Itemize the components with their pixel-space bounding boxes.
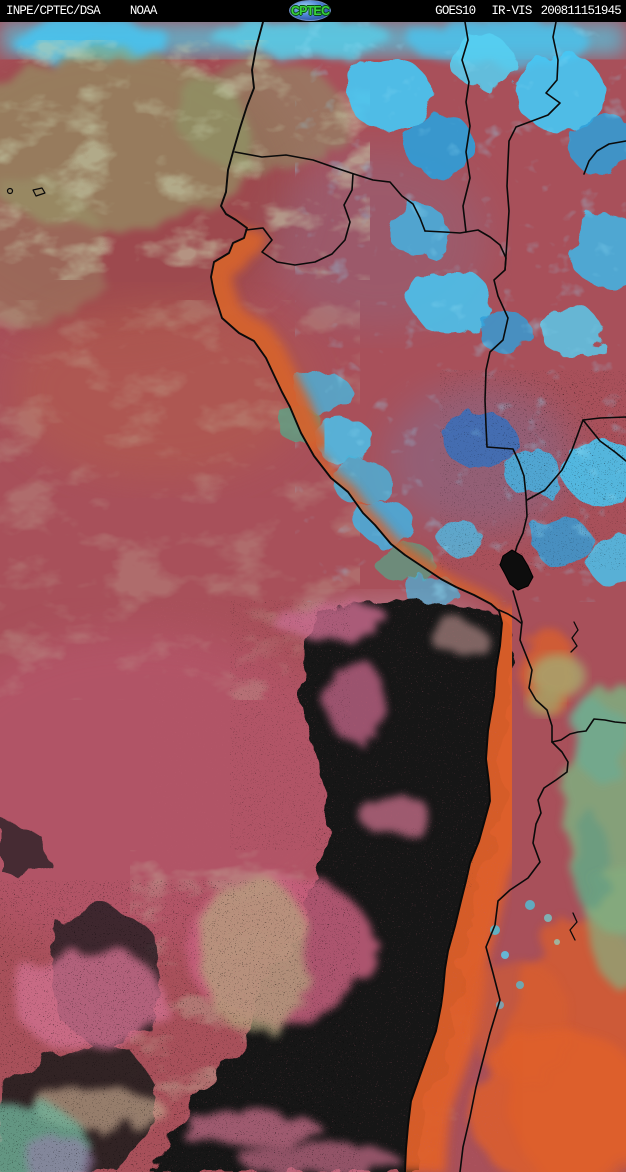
lake-titicaca: [499, 549, 534, 591]
header-right: GOES10 IR-VIS 200811151945: [435, 4, 622, 18]
map-borders: [6, 22, 626, 1172]
border-right-stub: [583, 140, 626, 175]
cptec-logo: CPTEC: [289, 0, 331, 21]
salar-outline-south: [569, 912, 578, 941]
border-colombia-north: [461, 22, 471, 233]
title-bar: INPE/CPTEC/DSA NOAA CPTEC GOES10 IR-VIS …: [0, 0, 626, 22]
border-chile-argentina: [459, 741, 569, 1172]
border-ecuador-peru: [245, 173, 354, 266]
timestamp-label: 200811151945: [540, 4, 622, 18]
east-green-region: [566, 685, 626, 985]
header-left: INPE/CPTEC/DSA NOAA: [6, 4, 157, 18]
island-outline-2: [32, 187, 46, 197]
agency-label: INPE/CPTEC/DSA: [6, 4, 101, 18]
border-bolivia-chile: [512, 590, 553, 743]
product-label: IR-VIS: [491, 4, 532, 18]
speckle-noise: [0, 370, 626, 1172]
border-brazil-bolivia: [526, 416, 626, 501]
satellite-label: GOES10: [435, 4, 476, 18]
border-bolivia-argentina: [551, 718, 626, 743]
noaa-label: NOAA: [129, 4, 158, 18]
border-peru-colombia-brazil: [424, 229, 528, 554]
border-ecuador-colombia: [234, 151, 426, 232]
salar-outline: [570, 621, 579, 653]
border-colombia-brazil: [504, 22, 561, 271]
border-brazil-bolivia-branch: [582, 419, 626, 462]
border-peru-chile: [498, 609, 522, 624]
island-outline: [6, 187, 14, 195]
satellite-image: [0, 22, 626, 1172]
cptec-logo-text: CPTEC: [290, 3, 330, 18]
coastline: [210, 22, 503, 1172]
